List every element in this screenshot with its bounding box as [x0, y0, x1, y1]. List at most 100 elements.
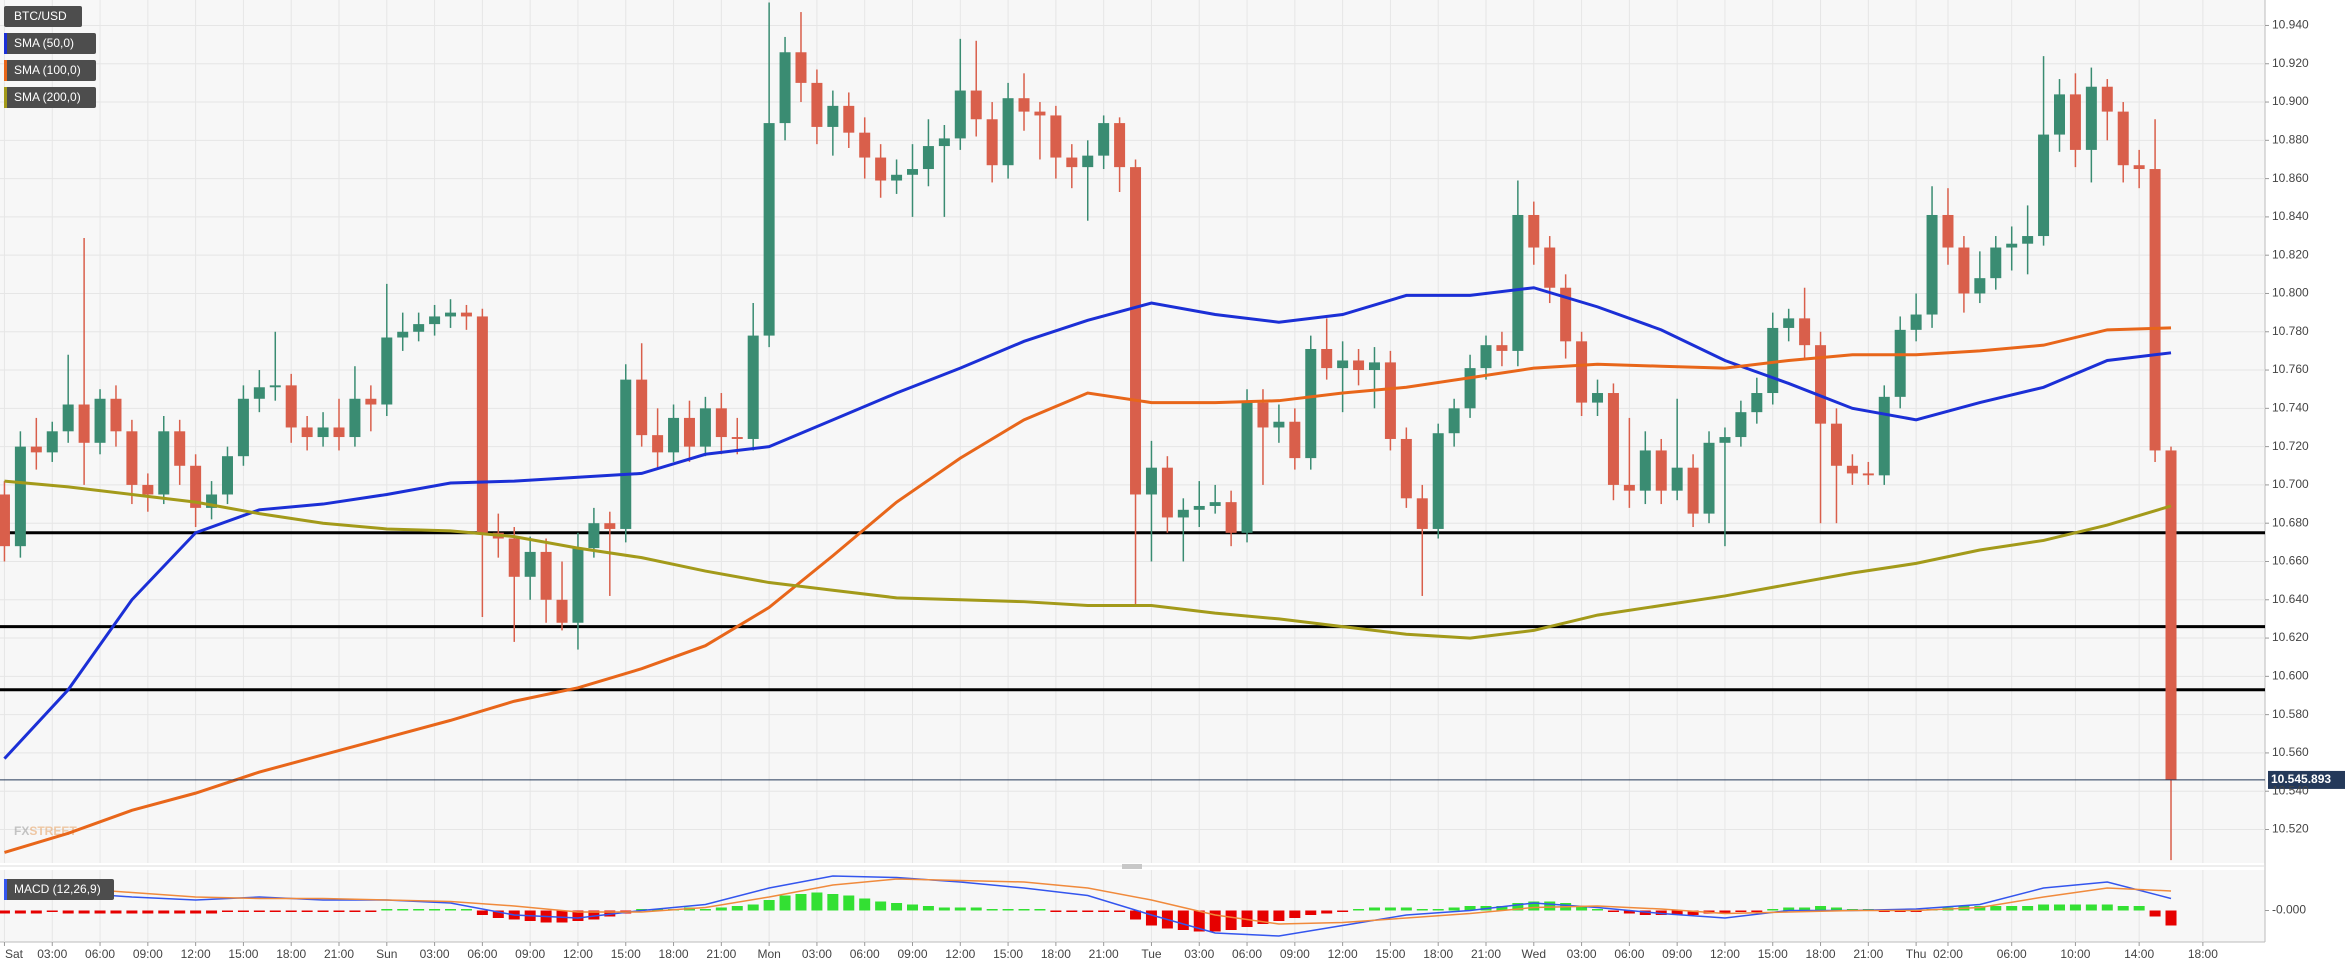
y-tick-label: 10.860: [2272, 171, 2309, 185]
candle-body: [1878, 396, 1890, 476]
x-tick-label: 15:00: [228, 947, 258, 961]
candle-body: [190, 465, 202, 508]
legend-swatch: [4, 87, 7, 108]
candle-body: [2022, 236, 2034, 244]
candle-body: [2006, 243, 2018, 248]
macd-bar: [2101, 904, 2113, 911]
sma-line: [4, 326, 2172, 854]
macd-bar: [2022, 906, 2034, 911]
x-tick-label: 03:00: [802, 947, 832, 961]
candle-body: [78, 404, 90, 443]
candle-body: [1209, 502, 1221, 506]
candle-body: [237, 398, 249, 457]
candle-body: [317, 427, 329, 438]
x-tick-label: 09:00: [133, 947, 163, 961]
x-tick-label: 06:00: [850, 947, 880, 961]
macd-bar: [14, 910, 26, 914]
macd-bar: [190, 910, 202, 914]
macd-bar: [1050, 910, 1062, 912]
candle-body: [2038, 134, 2050, 237]
candle-body: [747, 335, 759, 439]
candle-body: [604, 523, 616, 529]
candle-body: [636, 379, 648, 436]
candle-body: [1623, 484, 1635, 491]
macd-bar: [1607, 910, 1619, 912]
macd-bar: [445, 909, 457, 911]
macd-bar: [1671, 910, 1683, 915]
macd-bar: [1257, 910, 1269, 924]
macd-bar: [1512, 903, 1524, 911]
candle-body: [1655, 450, 1667, 491]
x-tick-label: Thu: [1906, 947, 1927, 961]
y-tick-label: 10.920: [2272, 56, 2309, 70]
candle-body: [126, 431, 138, 485]
y-tick-label: -0.000: [2272, 903, 2306, 917]
candle-body: [1400, 438, 1412, 499]
candle-body: [1687, 467, 1699, 514]
legend-box: [4, 87, 96, 108]
candle-body: [1161, 467, 1173, 518]
x-tick-label: 18:00: [1041, 947, 1071, 961]
legend-box: [4, 6, 82, 27]
x-tick-label: 06:00: [467, 947, 497, 961]
macd-bar: [747, 904, 759, 911]
candle-body: [365, 398, 377, 405]
macd-bar: [970, 907, 982, 911]
sma-line: [3, 286, 2172, 760]
x-tick-label: 06:00: [85, 947, 115, 961]
candle-body: [795, 52, 807, 83]
macd-bar: [2038, 904, 2050, 911]
macd-bar: [397, 909, 409, 911]
macd-bar: [1018, 909, 1030, 911]
macd-bar: [2085, 904, 2097, 911]
macd-bar: [1623, 910, 1635, 914]
x-tick-label: 14:00: [2124, 947, 2154, 961]
x-tick-label: 03:00: [420, 947, 450, 961]
candle-body: [381, 337, 393, 405]
candle-body: [253, 387, 265, 399]
macd-bar: [588, 910, 600, 920]
macd-bar: [30, 910, 42, 914]
x-tick-label: 15:00: [1758, 947, 1788, 961]
x-tick-label: Sun: [376, 947, 397, 961]
candle-body: [1098, 123, 1110, 156]
macd-bar: [206, 910, 218, 914]
y-tick-label: 10.580: [2272, 707, 2309, 721]
macd-bar: [572, 910, 584, 921]
macd-bar: [1448, 907, 1460, 911]
legend-swatch: [4, 33, 7, 54]
macd-bar: [1576, 906, 1588, 911]
candle-body: [1384, 362, 1396, 439]
macd-bar: [1528, 901, 1540, 911]
candle-body: [1337, 360, 1349, 369]
y-tick-label: 10.700: [2272, 477, 2309, 491]
macd-bar: [1783, 907, 1795, 911]
macd-bar: [237, 910, 249, 912]
candle-body: [2165, 450, 2177, 780]
y-tick-label: 10.680: [2272, 515, 2309, 529]
macd-bar: [174, 910, 186, 914]
legend-item: BTC/USD: [4, 6, 82, 27]
macd-bar: [811, 892, 823, 911]
candle-body: [1671, 467, 1683, 491]
y-tick-label: 10.800: [2272, 286, 2309, 300]
macd-bar: [62, 910, 74, 914]
candle-body: [827, 105, 839, 127]
candle-body: [1050, 115, 1062, 158]
x-tick-label: 21:00: [324, 947, 354, 961]
panel-handle[interactable]: [1122, 864, 1142, 869]
macd-bar: [1799, 907, 1811, 911]
macd-bar: [381, 909, 393, 911]
legend-box: [4, 33, 96, 54]
macd-bar: [938, 907, 950, 911]
legend-swatch: [4, 60, 7, 81]
candle-body: [986, 119, 998, 166]
macd-bar: [2133, 906, 2145, 911]
candle-body: [1815, 345, 1827, 424]
legend-item: MACD (12,26,9): [4, 879, 114, 900]
macd-bar: [859, 898, 871, 911]
watermark: FXSTREET: [14, 824, 77, 838]
macd-bar: [2053, 904, 2065, 911]
x-tick-label: 03:00: [37, 947, 67, 961]
candle-body: [1321, 348, 1333, 369]
